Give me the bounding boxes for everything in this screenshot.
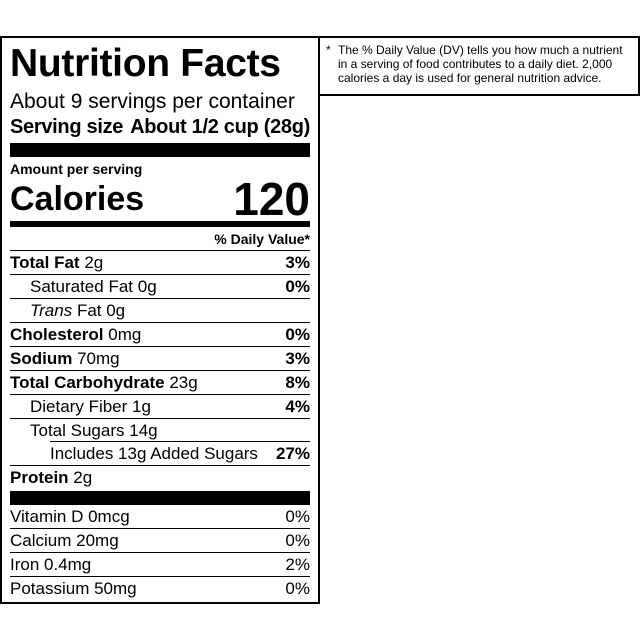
nutrient-name: Total Sugars: [30, 420, 125, 440]
calories-value: 120: [233, 173, 310, 225]
footnote-asterisk: *: [326, 43, 331, 57]
nutrient-amount: Fat 0g: [76, 300, 126, 320]
divider-medium: [10, 221, 310, 227]
nutrient-amount: 2g: [84, 252, 104, 272]
nutrient-amount: 0g: [137, 276, 157, 296]
daily-value-header: % Daily Value*: [10, 227, 310, 251]
nutrient-row-total-fat: Total Fat 2g 3%: [10, 251, 310, 275]
nutrient-dv: 4%: [285, 396, 310, 416]
vitamin-row-calcium: Calcium 20mg 0%: [10, 529, 310, 553]
calories-label: Calories: [10, 180, 145, 218]
nutrient-name: Protein: [10, 467, 69, 487]
serving-size-row: Serving size About 1/2 cup (28g): [10, 114, 310, 140]
footnote-text: The % Daily Value (DV) tells you how muc…: [338, 43, 623, 85]
nutrient-name: Total Carbohydrate: [10, 372, 165, 392]
vitamin-dv: 0%: [285, 506, 310, 526]
nutrient-amount: 1g: [132, 396, 151, 416]
nutrient-name: Total Fat: [10, 252, 80, 272]
nutrient-row-cholesterol: Cholesterol 0mg 0%: [10, 323, 310, 347]
nutrient-amount: 14g: [129, 420, 158, 440]
label-title: Nutrition Facts: [10, 42, 281, 85]
vitamin-dv: 0%: [285, 578, 310, 598]
nutrient-dv: 27%: [275, 443, 310, 463]
nutrient-dv: 3%: [285, 252, 310, 272]
nutrient-dv: 8%: [285, 372, 310, 392]
divider-thick: [10, 143, 310, 157]
nutrient-row-dietary-fiber: Dietary Fiber 1g 4%: [10, 395, 310, 419]
vitamin-row-vitamin-d: Vitamin D 0mcg 0%: [10, 505, 310, 529]
divider-thick-vitamins: [10, 491, 310, 505]
daily-value-footnote: * The % Daily Value (DV) tells you how m…: [320, 36, 640, 96]
vitamin-row-iron: Iron 0.4mg 2%: [10, 553, 310, 577]
nutrient-row-sodium: Sodium 70mg 3%: [10, 347, 310, 371]
nutrient-name: Includes 13g Added Sugars: [50, 443, 258, 463]
serving-size-label: Serving size: [10, 116, 124, 138]
nutrient-name: Trans: [30, 300, 73, 320]
nutrient-row-added-sugars: Includes 13g Added Sugars 27%: [10, 442, 310, 466]
vitamin-dv: 2%: [285, 554, 310, 574]
nutrition-facts-label: Nutrition Facts About 9 servings per con…: [0, 36, 320, 604]
nutrient-amount: 0mg: [108, 324, 142, 344]
nutrient-amount: 23g: [169, 372, 198, 392]
nutrient-amount: 70mg: [77, 348, 120, 368]
amount-per-serving: Amount per serving: [10, 161, 143, 177]
nutrient-row-protein: Protein 2g: [10, 466, 310, 489]
nutrient-name: Cholesterol: [10, 324, 104, 344]
servings-per-container: About 9 servings per container: [10, 90, 295, 113]
nutrient-row-trans-fat: Trans Fat 0g: [10, 299, 310, 323]
nutrient-name: Saturated Fat: [30, 276, 134, 296]
vitamin-name: Potassium 50mg: [10, 578, 137, 598]
vitamin-name: Iron 0.4mg: [10, 554, 92, 574]
vitamin-dv: 0%: [285, 530, 310, 550]
nutrient-amount: 2g: [73, 467, 93, 487]
vitamin-name: Calcium 20mg: [10, 530, 119, 550]
calories-row: Calories 120: [10, 173, 310, 225]
nutrient-row-total-sugars: Total Sugars 14g: [10, 419, 310, 442]
nutrient-dv: 0%: [285, 276, 310, 296]
nutrient-dv: 0%: [285, 324, 310, 344]
vitamin-name: Vitamin D 0mcg: [10, 506, 130, 526]
vitamin-row-potassium: Potassium 50mg 0%: [10, 577, 310, 600]
nutrient-name: Dietary Fiber: [30, 396, 128, 416]
nutrient-dv: 3%: [285, 348, 310, 368]
nutrient-row-saturated-fat: Saturated Fat 0g 0%: [10, 275, 310, 299]
nutrient-row-total-carbohydrate: Total Carbohydrate 23g 8%: [10, 371, 310, 395]
serving-size-value: About 1/2 cup (28g): [130, 116, 310, 138]
nutrient-name: Sodium: [10, 348, 73, 368]
